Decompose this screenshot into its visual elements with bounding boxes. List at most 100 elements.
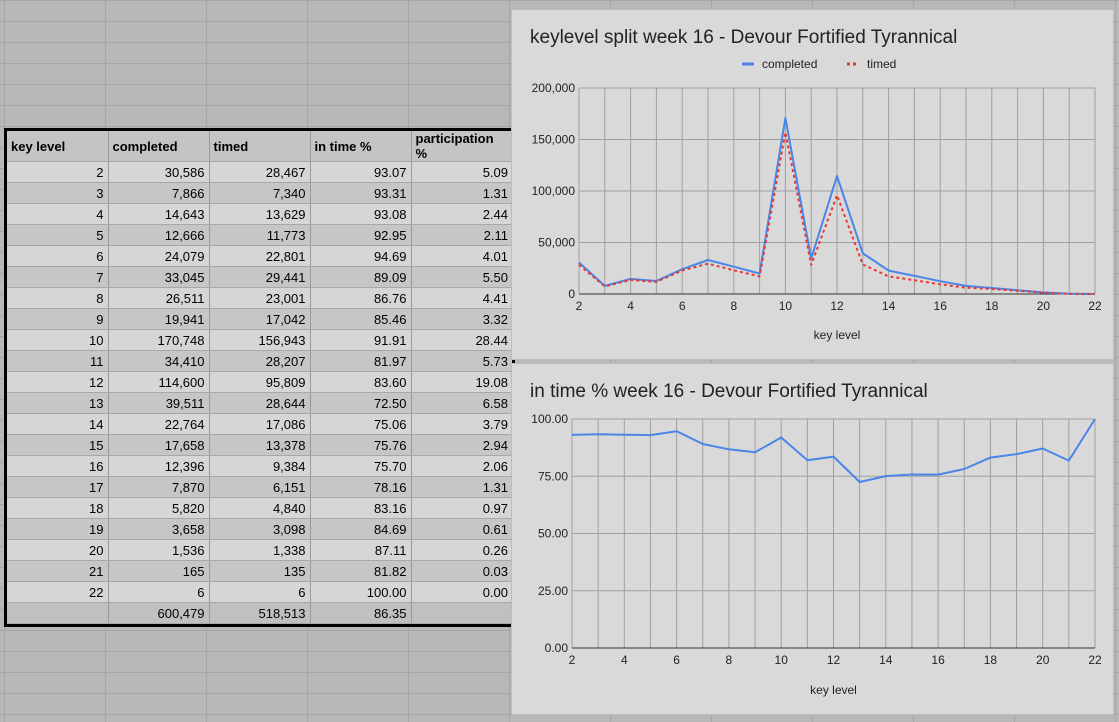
total-cell[interactable]: 86.35 <box>310 602 412 624</box>
table-cell[interactable]: 2.44 <box>411 203 512 225</box>
table-cell[interactable]: 22 <box>7 581 109 603</box>
table-cell[interactable]: 75.06 <box>310 413 412 435</box>
table-cell[interactable]: 17 <box>7 476 109 498</box>
table-cell[interactable]: 3 <box>7 182 109 204</box>
total-cell[interactable] <box>411 602 512 624</box>
table-cell[interactable]: 14 <box>7 413 109 435</box>
table-cell[interactable]: 93.31 <box>310 182 412 204</box>
table-cell[interactable]: 28,644 <box>209 392 311 414</box>
intime-chart-panel[interactable]: in time % week 16 - Devour Fortified Tyr… <box>511 363 1114 715</box>
table-cell[interactable]: 13,378 <box>209 434 311 456</box>
table-cell[interactable]: 81.97 <box>310 350 412 372</box>
table-cell[interactable]: 1,536 <box>108 539 210 561</box>
table-cell[interactable]: 3,658 <box>108 518 210 540</box>
table-cell[interactable]: 19,941 <box>108 308 210 330</box>
series-line-value[interactable] <box>571 418 1096 483</box>
table-cell[interactable]: 4.41 <box>411 287 512 309</box>
legend-entry[interactable]: completed <box>742 57 817 71</box>
table-cell[interactable]: 72.50 <box>310 392 412 414</box>
table-cell[interactable]: 28,467 <box>209 161 311 183</box>
table-cell[interactable]: 17,042 <box>209 308 311 330</box>
keylevel-chart-panel[interactable]: keylevel split week 16 - Devour Fortifie… <box>511 9 1114 360</box>
column-header[interactable]: completed <box>108 131 210 162</box>
table-cell[interactable]: 0.03 <box>411 560 512 582</box>
table-cell[interactable]: 1.31 <box>411 182 512 204</box>
table-cell[interactable]: 30,586 <box>108 161 210 183</box>
table-cell[interactable]: 24,079 <box>108 245 210 267</box>
table-cell[interactable]: 7,866 <box>108 182 210 204</box>
legend-entry[interactable]: timed <box>847 57 896 71</box>
table-cell[interactable]: 5.50 <box>411 266 512 288</box>
table-cell[interactable]: 5 <box>7 224 109 246</box>
table-cell[interactable]: 93.08 <box>310 203 412 225</box>
column-header[interactable]: in time % <box>310 131 412 162</box>
table-cell[interactable]: 170,748 <box>108 329 210 351</box>
table-cell[interactable]: 6,151 <box>209 476 311 498</box>
table-cell[interactable]: 12,396 <box>108 455 210 477</box>
table-cell[interactable]: 100.00 <box>310 581 412 603</box>
table-cell[interactable]: 86.76 <box>310 287 412 309</box>
table-cell[interactable]: 95,809 <box>209 371 311 393</box>
table-cell[interactable]: 23,001 <box>209 287 311 309</box>
table-cell[interactable]: 22,764 <box>108 413 210 435</box>
table-cell[interactable]: 3,098 <box>209 518 311 540</box>
table-cell[interactable]: 2 <box>7 161 109 183</box>
table-cell[interactable]: 135 <box>209 560 311 582</box>
total-cell[interactable]: 600,479 <box>108 602 210 624</box>
table-cell[interactable]: 8 <box>7 287 109 309</box>
table-cell[interactable]: 7,870 <box>108 476 210 498</box>
table-cell[interactable]: 4.01 <box>411 245 512 267</box>
table-cell[interactable]: 2.94 <box>411 434 512 456</box>
table-cell[interactable]: 19 <box>7 518 109 540</box>
table-cell[interactable]: 7 <box>7 266 109 288</box>
table-cell[interactable]: 0.61 <box>411 518 512 540</box>
table-cell[interactable]: 12,666 <box>108 224 210 246</box>
table-cell[interactable]: 114,600 <box>108 371 210 393</box>
table-cell[interactable]: 11,773 <box>209 224 311 246</box>
table-cell[interactable]: 18 <box>7 497 109 519</box>
table-cell[interactable]: 12 <box>7 371 109 393</box>
table-cell[interactable]: 28,207 <box>209 350 311 372</box>
table-cell[interactable]: 9,384 <box>209 455 311 477</box>
table-cell[interactable]: 81.82 <box>310 560 412 582</box>
table-cell[interactable]: 6.58 <box>411 392 512 414</box>
table-cell[interactable]: 0.26 <box>411 539 512 561</box>
table-cell[interactable]: 7,340 <box>209 182 311 204</box>
table-cell[interactable]: 4,840 <box>209 497 311 519</box>
table-cell[interactable]: 6 <box>7 245 109 267</box>
column-header[interactable]: key level <box>7 131 109 162</box>
table-cell[interactable]: 28.44 <box>411 329 512 351</box>
table-cell[interactable]: 34,410 <box>108 350 210 372</box>
table-cell[interactable]: 22,801 <box>209 245 311 267</box>
table-cell[interactable]: 3.32 <box>411 308 512 330</box>
table-cell[interactable]: 16 <box>7 455 109 477</box>
table-cell[interactable]: 78.16 <box>310 476 412 498</box>
table-cell[interactable]: 5,820 <box>108 497 210 519</box>
table-cell[interactable]: 165 <box>108 560 210 582</box>
table-cell[interactable]: 84.69 <box>310 518 412 540</box>
table-cell[interactable]: 89.09 <box>310 266 412 288</box>
table-cell[interactable]: 21 <box>7 560 109 582</box>
table-cell[interactable]: 20 <box>7 539 109 561</box>
table-cell[interactable]: 17,658 <box>108 434 210 456</box>
table-cell[interactable]: 1.31 <box>411 476 512 498</box>
table-cell[interactable]: 19.08 <box>411 371 512 393</box>
table-cell[interactable]: 92.95 <box>310 224 412 246</box>
table-cell[interactable]: 83.16 <box>310 497 412 519</box>
table-cell[interactable]: 17,086 <box>209 413 311 435</box>
table-cell[interactable]: 11 <box>7 350 109 372</box>
table-cell[interactable]: 2.06 <box>411 455 512 477</box>
total-cell[interactable]: 518,513 <box>209 602 311 624</box>
table-cell[interactable]: 83.60 <box>310 371 412 393</box>
table-cell[interactable]: 26,511 <box>108 287 210 309</box>
table-cell[interactable]: 13,629 <box>209 203 311 225</box>
table-cell[interactable]: 0.00 <box>411 581 512 603</box>
column-header[interactable]: participation % <box>411 131 512 162</box>
table-cell[interactable]: 1,338 <box>209 539 311 561</box>
total-cell[interactable] <box>7 602 109 624</box>
table-cell[interactable]: 6 <box>108 581 210 603</box>
table-cell[interactable]: 14,643 <box>108 203 210 225</box>
table-cell[interactable]: 3.79 <box>411 413 512 435</box>
column-header[interactable]: timed <box>209 131 311 162</box>
table-cell[interactable]: 93.07 <box>310 161 412 183</box>
